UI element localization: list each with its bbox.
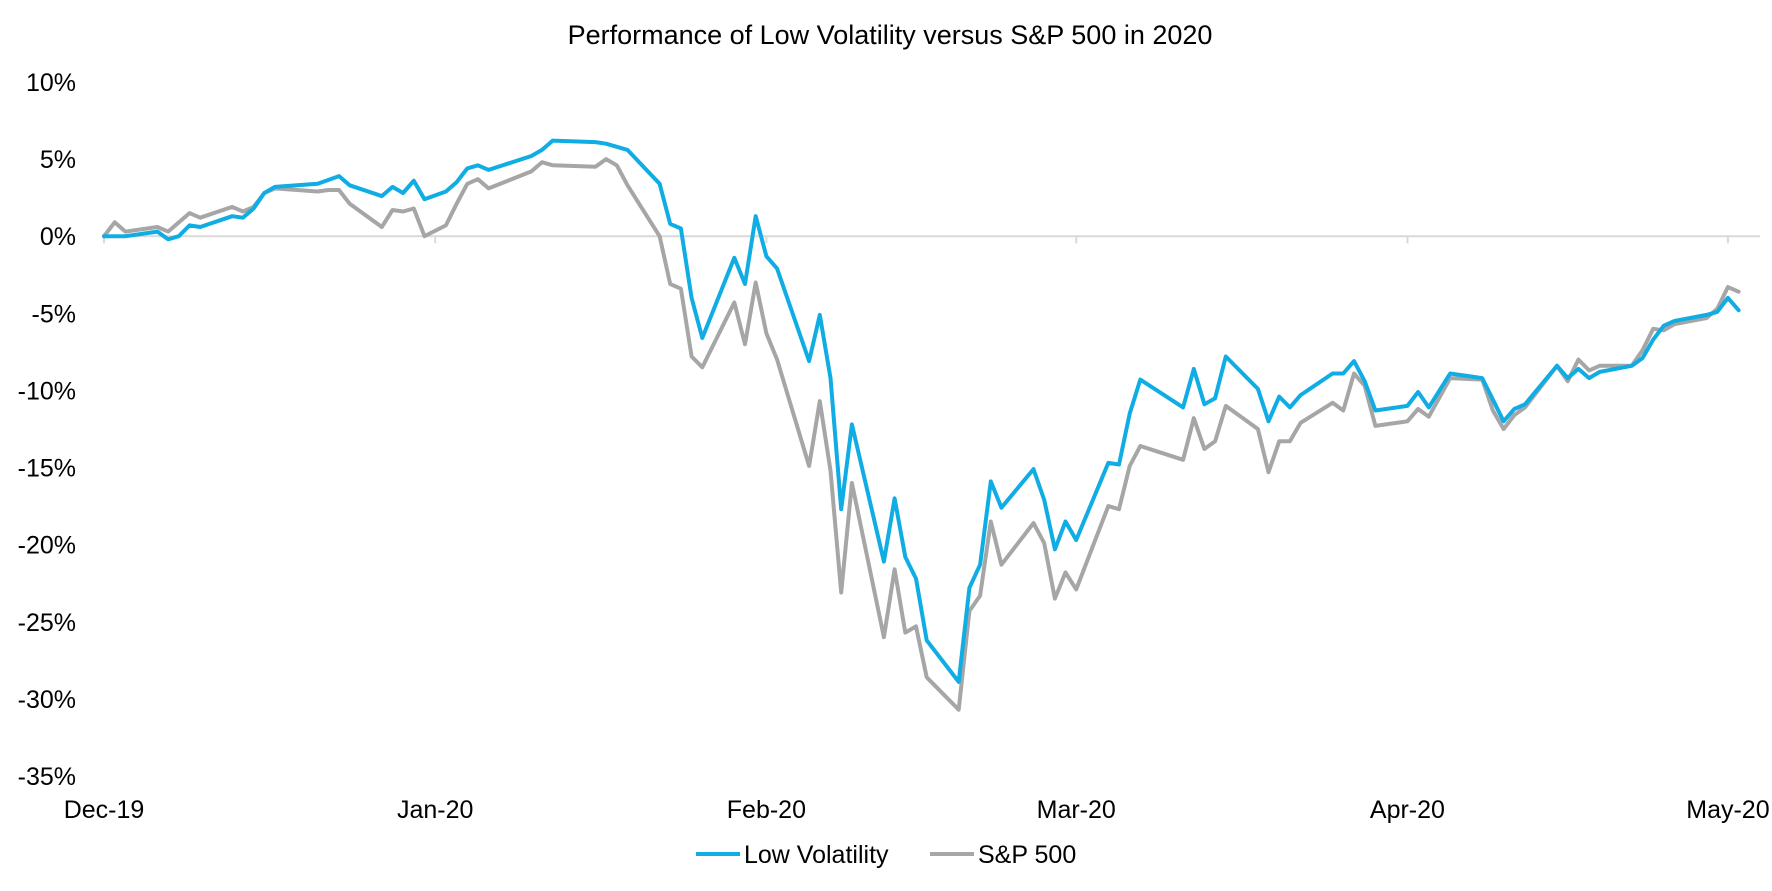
- y-tick-label: 5%: [40, 146, 76, 174]
- x-tick-label: Feb-20: [727, 796, 806, 824]
- x-tick-label: Jan-20: [397, 796, 473, 824]
- y-tick-label: -5%: [32, 300, 76, 328]
- y-tick-label: -35%: [18, 763, 76, 791]
- y-tick-label: -20%: [18, 532, 76, 560]
- x-tick-label: Apr-20: [1370, 796, 1445, 824]
- x-tick-label: Mar-20: [1037, 796, 1116, 824]
- y-tick-label: -25%: [18, 609, 76, 637]
- chart-title: Performance of Low Volatility versus S&P…: [568, 20, 1213, 50]
- y-tick-label: -30%: [18, 686, 76, 714]
- y-tick-label: 0%: [40, 223, 76, 251]
- legend-label: S&P 500: [978, 841, 1076, 869]
- series-lines: [102, 138, 1741, 712]
- x-tick-label: Dec-19: [64, 796, 145, 824]
- series-line-low-volatility: [102, 138, 1741, 684]
- y-tick-label: -10%: [18, 377, 76, 405]
- y-axis: 10% 5% 0% -5% -10% -15% -20% -25% -30% -35%: [18, 69, 76, 791]
- y-tick-label: 10%: [26, 69, 76, 97]
- legend-label: Low Volatility: [744, 841, 889, 869]
- x-axis: Dec-19 Jan-20 Feb-20 Mar-20 Apr-20 May-20: [64, 235, 1770, 824]
- legend: Low Volatility S&P 500: [696, 841, 1076, 869]
- x-tick-label: May-20: [1686, 796, 1769, 824]
- y-tick-label: -15%: [18, 455, 76, 483]
- series-line-sp500: [102, 157, 1741, 712]
